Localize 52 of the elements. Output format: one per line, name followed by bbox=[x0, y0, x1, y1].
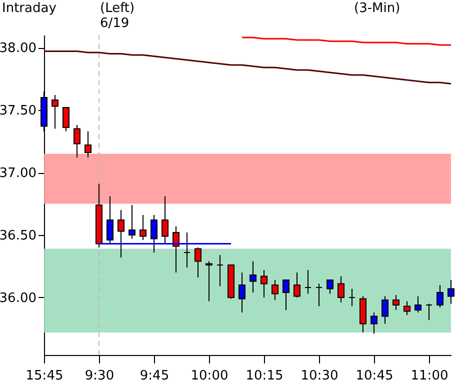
text: Intraday bbox=[2, 1, 57, 16]
y-tick-label: 36.00 bbox=[0, 291, 36, 306]
chart-title: (3-Min) bbox=[354, 1, 400, 16]
candlestick bbox=[436, 284, 444, 308]
candlestick bbox=[448, 280, 454, 304]
candlestick bbox=[118, 210, 124, 258]
x-tick-label: 11:00 bbox=[410, 368, 448, 384]
candlestick bbox=[382, 296, 388, 324]
candlestick bbox=[338, 276, 344, 303]
candlestick bbox=[150, 214, 158, 253]
candlestick bbox=[106, 196, 114, 244]
candlestick bbox=[216, 254, 224, 287]
x-tick-label: 9:30 bbox=[84, 368, 114, 384]
candlestick bbox=[316, 283, 322, 307]
candlestick bbox=[140, 214, 146, 240]
candlestick bbox=[184, 232, 190, 268]
candlestick bbox=[84, 130, 92, 158]
x-tick-label: 10:30 bbox=[300, 368, 338, 384]
candlestick bbox=[172, 226, 180, 273]
line-series bbox=[241, 36, 452, 46]
candlestick bbox=[326, 280, 334, 294]
x-tick-label: 10:00 bbox=[190, 368, 228, 384]
candlestick bbox=[370, 312, 378, 334]
candlestick bbox=[62, 107, 70, 132]
x-tick-label: 10:15 bbox=[246, 368, 284, 384]
candlestick bbox=[128, 204, 136, 240]
y-tick-label: 37.50 bbox=[0, 104, 36, 118]
y-tick-label: 38.00 bbox=[0, 41, 36, 56]
candlestick bbox=[250, 260, 256, 293]
candlestick bbox=[272, 280, 278, 300]
x-tick-label: 10:45 bbox=[356, 368, 394, 384]
candlestick bbox=[74, 124, 80, 158]
y-tick-label: 37.00 bbox=[0, 166, 36, 181]
candlestick bbox=[238, 272, 246, 313]
candlestick bbox=[304, 270, 312, 294]
candlestick bbox=[282, 280, 290, 310]
x-tick-label: 15:45 bbox=[26, 368, 64, 384]
candlestick bbox=[52, 94, 58, 130]
line-series bbox=[43, 50, 452, 84]
candlestick bbox=[206, 260, 212, 302]
candlestick bbox=[414, 296, 422, 313]
candlestick bbox=[162, 196, 168, 244]
x-tick-label: 9:45 bbox=[140, 368, 170, 384]
candlestick bbox=[392, 294, 400, 310]
y-tick-label: 36.50 bbox=[0, 228, 36, 244]
candlestick bbox=[194, 247, 202, 278]
candlestick bbox=[260, 270, 268, 298]
candlestick bbox=[348, 288, 356, 307]
candlestick bbox=[426, 303, 432, 320]
text: (Left) 6/19 bbox=[100, 1, 135, 31]
candlestick bbox=[404, 300, 410, 316]
candlestick bbox=[294, 272, 300, 298]
